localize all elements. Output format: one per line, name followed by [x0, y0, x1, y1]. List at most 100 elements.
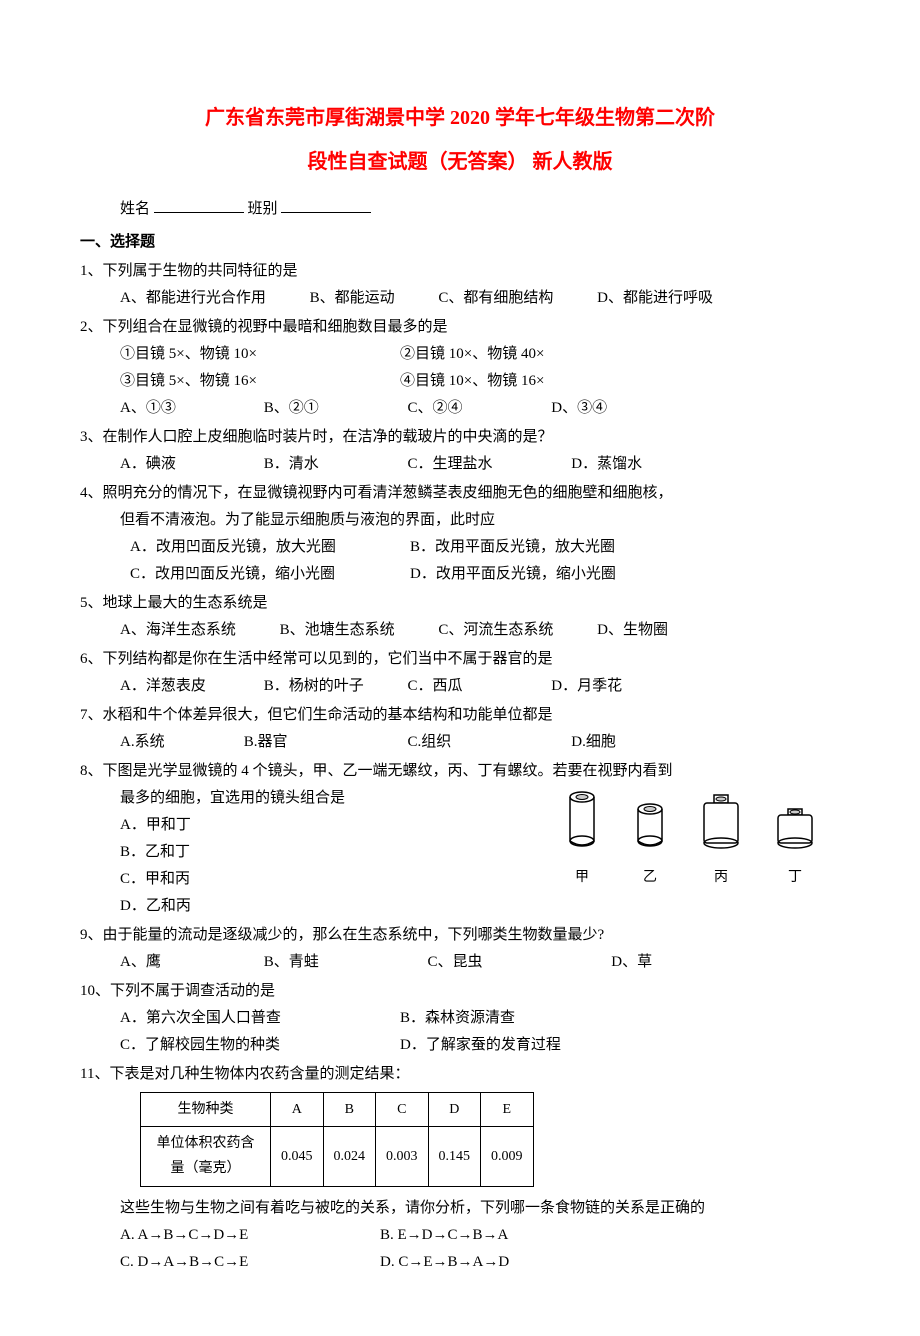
- q8-stem1: 8、下图是光学显微镜的 4 个镜头，甲、乙一端无螺纹，丙、丁有螺纹。若要在视野内…: [80, 758, 840, 785]
- q10-stem: 10、下列不属于调查活动的是: [80, 978, 840, 1005]
- class-blank: [281, 198, 371, 213]
- q10-opt-b: B．森林资源清查: [400, 1005, 515, 1032]
- q9-opt-b: B、青蛙: [264, 949, 424, 976]
- td-val-c: 0.003: [376, 1127, 429, 1186]
- q11-opt-a: A. A→B→C→D→E: [120, 1222, 380, 1249]
- q2-sub3: ③目镜 5×、物镜 16×: [120, 368, 400, 395]
- question-10: 10、下列不属于调查活动的是 A．第六次全国人口普查 B．森林资源清查 C．了解…: [80, 978, 840, 1059]
- question-4: 4、照明充分的情况下，在显微镜视野内可看清洋葱鳞茎表皮细胞无色的细胞壁和细胞核，…: [80, 480, 840, 588]
- lens-yi-icon: [628, 801, 672, 851]
- th-species: 生物种类: [141, 1093, 271, 1127]
- q11-opt-b: B. E→D→C→B→A: [380, 1222, 508, 1249]
- question-8: 8、下图是光学显微镜的 4 个镜头，甲、乙一端无螺纹，丙、丁有螺纹。若要在视野内…: [80, 758, 840, 920]
- question-1: 1、下列属于生物的共同特征的是 A、都能进行光合作用 B、都能运动 C、都有细胞…: [80, 258, 840, 312]
- q2-sub2: ②目镜 10×、物镜 40×: [400, 341, 544, 368]
- class-label: 班别: [248, 201, 278, 217]
- q4-stem2: 但看不清液泡。为了能显示细胞质与液泡的界面，此时应: [120, 507, 840, 534]
- q4-opt-b: B．改用平面反光镜，放大光圈: [410, 534, 615, 561]
- th-a: A: [271, 1093, 324, 1127]
- q2-sub1: ①目镜 5×、物镜 10×: [120, 341, 400, 368]
- q2-sub4: ④目镜 10×、物镜 16×: [400, 368, 544, 395]
- q2-opt-b: B、②①: [264, 395, 404, 422]
- q11-opt-d: D. C→E→B→A→D: [380, 1249, 509, 1276]
- th-e: E: [481, 1093, 534, 1127]
- q5-opt-d: D、生物圈: [597, 617, 668, 644]
- q3-opt-b: B．清水: [264, 451, 404, 478]
- q9-stem: 9、由于能量的流动是逐级减少的，那么在生态系统中，下列哪类生物数量最少?: [80, 922, 840, 949]
- q6-stem: 6、下列结构都是你在生活中经常可以见到的，它们当中不属于器官的是: [80, 646, 840, 673]
- q4-opt-a: A．改用凹面反光镜，放大光圈: [130, 534, 410, 561]
- q7-opt-c: C.组织: [408, 729, 568, 756]
- q5-stem: 5、地球上最大的生态系统是: [80, 590, 840, 617]
- td-val-b: 0.024: [323, 1127, 376, 1186]
- q5-opt-c: C、河流生态系统: [438, 617, 553, 644]
- td-row-label: 单位体积农药含量（毫克）: [141, 1127, 271, 1186]
- question-6: 6、下列结构都是你在生活中经常可以见到的，它们当中不属于器官的是 A．洋葱表皮 …: [80, 646, 840, 700]
- lens-label-3: 丙: [696, 865, 746, 890]
- q6-opt-a: A．洋葱表皮: [120, 673, 260, 700]
- question-3: 3、在制作人口腔上皮细胞临时装片时，在洁净的载玻片的中央滴的是？ A．碘液 B．…: [80, 424, 840, 478]
- page-title-line1: 广东省东莞市厚街湖景中学 2020 学年七年级生物第二次阶: [80, 100, 840, 136]
- q8-opt-d: D．乙和丙: [120, 893, 840, 920]
- question-2: 2、下列组合在显微镜的视野中最暗和细胞数目最多的是 ①目镜 5×、物镜 10× …: [80, 314, 840, 422]
- q6-opt-d: D．月季花: [551, 673, 622, 700]
- lens-ding-icon: [770, 807, 820, 851]
- q4-opt-d: D．改用平面反光镜，缩小光圈: [410, 561, 616, 588]
- q10-opt-a: A．第六次全国人口普查: [120, 1005, 400, 1032]
- q10-opt-d: D．了解家蚕的发育过程: [400, 1032, 561, 1059]
- lens-label-1: 甲: [560, 865, 604, 890]
- page-title-line2: 段性自查试题（无答案） 新人教版: [80, 144, 840, 180]
- q5-opt-a: A、海洋生态系统: [120, 617, 236, 644]
- q7-opt-d: D.细胞: [571, 729, 616, 756]
- q5-opt-b: B、池塘生态系统: [280, 617, 395, 644]
- q9-opt-d: D、草: [611, 949, 652, 976]
- name-blank: [154, 198, 244, 213]
- question-11: 11、下表是对几种生物体内农药含量的测定结果： 生物种类 A B C D E 单…: [80, 1061, 840, 1276]
- q7-stem: 7、水稻和牛个体差异很大，但它们生命活动的基本结构和功能单位都是: [80, 702, 840, 729]
- name-label: 姓名: [120, 201, 150, 217]
- q11-opt-c: C. D→A→B→C→E: [120, 1249, 380, 1276]
- q10-opt-c: C．了解校园生物的种类: [120, 1032, 400, 1059]
- q6-opt-b: B．杨树的叶子: [264, 673, 404, 700]
- q6-opt-c: C．西瓜: [408, 673, 548, 700]
- th-c: C: [376, 1093, 429, 1127]
- q2-opt-a: A、①③: [120, 395, 260, 422]
- td-val-a: 0.045: [271, 1127, 324, 1186]
- q1-opt-a: A、都能进行光合作用: [120, 285, 266, 312]
- lens-label-2: 乙: [628, 865, 672, 890]
- q1-stem: 1、下列属于生物的共同特征的是: [80, 258, 840, 285]
- q2-opt-c: C、②④: [408, 395, 548, 422]
- q2-opt-d: D、③④: [551, 395, 607, 422]
- q11-table: 生物种类 A B C D E 单位体积农药含量（毫克） 0.045 0.024 …: [140, 1092, 534, 1187]
- question-5: 5、地球上最大的生态系统是 A、海洋生态系统 B、池塘生态系统 C、河流生态系统…: [80, 590, 840, 644]
- section-1-header: 一、选择题: [80, 229, 840, 256]
- q9-opt-c: C、昆虫: [428, 949, 608, 976]
- q3-opt-a: A．碘液: [120, 451, 260, 478]
- q4-stem1: 4、照明充分的情况下，在显微镜视野内可看清洋葱鳞茎表皮细胞无色的细胞壁和细胞核，: [80, 480, 840, 507]
- student-info-row: 姓名 班别: [120, 196, 840, 223]
- th-d: D: [428, 1093, 481, 1127]
- q3-stem: 3、在制作人口腔上皮细胞临时装片时，在洁净的载玻片的中央滴的是？: [80, 424, 840, 451]
- q1-opt-d: D、都能进行呼吸: [597, 285, 713, 312]
- th-b: B: [323, 1093, 376, 1127]
- q7-opt-b: B.器官: [244, 729, 404, 756]
- question-7: 7、水稻和牛个体差异很大，但它们生命活动的基本结构和功能单位都是 A.系统 B.…: [80, 702, 840, 756]
- q9-opt-a: A、鹰: [120, 949, 260, 976]
- lens-diagram: 甲 乙 丙: [560, 789, 820, 890]
- q7-opt-a: A.系统: [120, 729, 240, 756]
- question-9: 9、由于能量的流动是逐级减少的，那么在生态系统中，下列哪类生物数量最少? A、鹰…: [80, 922, 840, 976]
- q4-opt-c: C．改用凹面反光镜，缩小光圈: [130, 561, 410, 588]
- lens-label-4: 丁: [770, 865, 820, 890]
- table-data-row: 单位体积农药含量（毫克） 0.045 0.024 0.003 0.145 0.0…: [141, 1127, 534, 1186]
- q3-opt-d: D．蒸馏水: [571, 451, 642, 478]
- q1-opt-b: B、都能运动: [310, 285, 395, 312]
- q11-follow: 这些生物与生物之间有着吃与被吃的关系，请你分析，下列哪一条食物链的关系是正确的: [120, 1195, 840, 1222]
- q1-opt-c: C、都有细胞结构: [438, 285, 553, 312]
- q3-opt-c: C．生理盐水: [408, 451, 568, 478]
- lens-jia-icon: [560, 789, 604, 851]
- table-header-row: 生物种类 A B C D E: [141, 1093, 534, 1127]
- q11-stem: 11、下表是对几种生物体内农药含量的测定结果：: [80, 1061, 840, 1088]
- q2-stem: 2、下列组合在显微镜的视野中最暗和细胞数目最多的是: [80, 314, 840, 341]
- td-val-d: 0.145: [428, 1127, 481, 1186]
- lens-bing-icon: [696, 793, 746, 851]
